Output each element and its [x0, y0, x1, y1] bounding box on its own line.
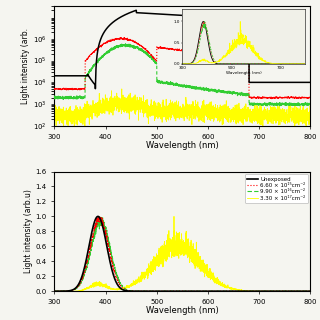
- 6.60 × 10¹⁵cm⁻²: [162, 289, 166, 293]
- 3.30 × 10¹⁷cm⁻²: [151, 260, 155, 264]
- Y-axis label: Light intensity (arb.u): Light intensity (arb.u): [24, 189, 33, 273]
- 6.60 × 10¹⁵cm⁻²: [97, 218, 101, 221]
- Unexposed: [96, 214, 100, 218]
- 3.30 × 10¹⁷cm⁻²: [308, 289, 312, 293]
- Unexposed: [82, 269, 85, 273]
- 3.30 × 10¹⁷cm⁻²: [82, 288, 85, 292]
- 9.90 × 10¹⁶cm⁻²: [276, 289, 280, 293]
- Unexposed: [308, 289, 312, 293]
- Line: 9.90 × 10¹⁶cm⁻²: 9.90 × 10¹⁶cm⁻²: [54, 216, 310, 291]
- Legend: Unexposed, 6.60 × 10¹⁵cm⁻², 9.90 × 10¹⁶cm⁻², 3.30 × 10¹⁷cm⁻²: Unexposed, 6.60 × 10¹⁵cm⁻², 9.90 × 10¹⁶c…: [245, 174, 308, 203]
- X-axis label: Wavelength (nm): Wavelength (nm): [146, 141, 219, 150]
- Line: 6.60 × 10¹⁵cm⁻²: 6.60 × 10¹⁵cm⁻²: [54, 216, 310, 291]
- 9.90 × 10¹⁶cm⁻²: [304, 289, 308, 293]
- 3.30 × 10¹⁷cm⁻²: [276, 289, 280, 293]
- Unexposed: [304, 289, 308, 293]
- Unexposed: [52, 289, 56, 293]
- 9.90 × 10¹⁶cm⁻²: [52, 289, 56, 293]
- 6.60 × 10¹⁵cm⁻²: [151, 289, 155, 293]
- 3.30 × 10¹⁷cm⁻²: [172, 214, 176, 218]
- 3.30 × 10¹⁷cm⁻²: [97, 283, 101, 286]
- 9.90 × 10¹⁶cm⁻²: [98, 214, 102, 218]
- 6.60 × 10¹⁵cm⁻²: [97, 214, 101, 218]
- 3.30 × 10¹⁷cm⁻²: [304, 289, 308, 293]
- 9.90 × 10¹⁶cm⁻²: [308, 289, 312, 293]
- 3.30 × 10¹⁷cm⁻²: [52, 289, 56, 293]
- 6.60 × 10¹⁵cm⁻²: [304, 289, 308, 293]
- 9.90 × 10¹⁶cm⁻²: [82, 275, 85, 278]
- Line: Unexposed: Unexposed: [54, 216, 310, 291]
- Line: 3.30 × 10¹⁷cm⁻²: 3.30 × 10¹⁷cm⁻²: [54, 216, 310, 291]
- 6.60 × 10¹⁵cm⁻²: [52, 289, 56, 293]
- 6.60 × 10¹⁵cm⁻²: [276, 289, 280, 293]
- Y-axis label: Light intensity (arb.: Light intensity (arb.: [21, 28, 30, 104]
- Unexposed: [151, 289, 155, 293]
- Unexposed: [162, 289, 166, 293]
- Unexposed: [276, 289, 280, 293]
- 9.90 × 10¹⁶cm⁻²: [97, 221, 101, 225]
- 6.60 × 10¹⁵cm⁻²: [82, 273, 85, 276]
- 9.90 × 10¹⁶cm⁻²: [162, 289, 166, 293]
- Unexposed: [97, 215, 101, 219]
- 3.30 × 10¹⁷cm⁻²: [162, 257, 165, 261]
- 9.90 × 10¹⁶cm⁻²: [151, 289, 155, 293]
- 3.30 × 10¹⁷cm⁻²: [308, 289, 312, 293]
- X-axis label: Wavelength (nm): Wavelength (nm): [146, 306, 219, 315]
- 6.60 × 10¹⁵cm⁻²: [308, 289, 312, 293]
